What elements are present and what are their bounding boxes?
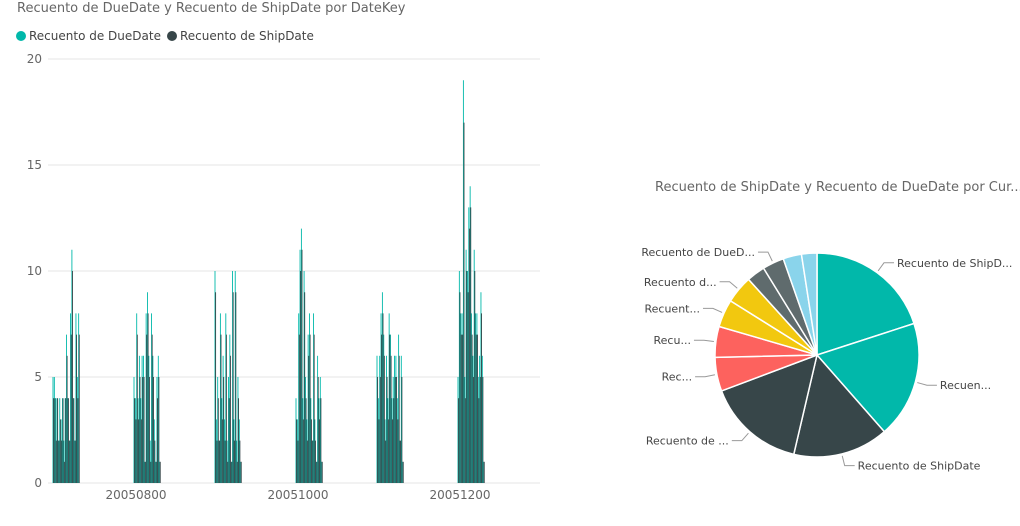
legend-label-due: Recuento de DueDate <box>29 29 161 43</box>
pie-slice-label: Recuento de DueD... <box>641 246 755 259</box>
pie-leader-line <box>693 339 714 342</box>
pie-leader-line <box>695 374 715 378</box>
bar-chart-title: Recuento de DueDate y Recuento de ShipDa… <box>17 1 406 16</box>
y-tick-label: 10 <box>27 264 42 278</box>
pie-leader-line <box>731 432 749 442</box>
pie-slice[interactable] <box>816 252 915 357</box>
pie-leader-line <box>719 281 738 289</box>
x-tick-label: 20050800 <box>105 488 166 502</box>
y-tick-label: 5 <box>34 370 42 384</box>
pie-marks <box>714 252 920 458</box>
y-tick-label: 0 <box>34 476 42 490</box>
pie-slice[interactable] <box>792 353 886 458</box>
pie-leader-line <box>757 251 773 262</box>
pie-leader-line <box>917 382 937 386</box>
pie-slice-label: Recuento de ShipD... <box>897 257 1012 270</box>
pie-leader-line <box>841 455 855 467</box>
pie-slice-label: Recuent... <box>644 302 699 315</box>
bar-chart-legend: Recuento de DueDate Recuento de ShipDate <box>16 29 314 43</box>
legend-dot-due <box>16 31 26 41</box>
legend-label-ship: Recuento de ShipDate <box>179 29 314 43</box>
pie-slice-label: Rec... <box>662 371 692 384</box>
pie-slice[interactable] <box>720 353 819 456</box>
pie-slice-label: Recuento d... <box>644 276 717 289</box>
bar-marks <box>52 80 485 483</box>
legend-item-ship[interactable]: Recuento de ShipDate <box>166 29 314 43</box>
pie-slice-label: Recuento de ShipDate <box>858 460 981 473</box>
y-tick-label: 20 <box>27 52 42 66</box>
pie-leader-line <box>702 307 723 313</box>
pie-slice-label: Recuento de ... <box>646 435 729 448</box>
pie-labels: Recuento de ShipD... Recuen... Recuento de… <box>641 246 1012 473</box>
bar-ticks: 0 5 10 15 20 20050800 20051000 20051200 <box>27 52 491 502</box>
x-tick-label: 20051000 <box>267 488 328 502</box>
x-tick-label: 20051200 <box>429 488 490 502</box>
pie-slice-label: Recu... <box>654 334 691 347</box>
legend-item-due[interactable]: Recuento de DueDate <box>16 29 161 43</box>
y-tick-label: 15 <box>27 158 42 172</box>
pie-leader-line <box>877 262 895 272</box>
pie-chart-title: Recuento de ShipDate y Recuento de DueDa… <box>655 180 1020 195</box>
legend-dot-ship <box>166 31 177 41</box>
pie-slice[interactable] <box>800 252 818 356</box>
pie-slice[interactable] <box>815 322 920 433</box>
pie-slice-label: Recuen... <box>940 379 991 392</box>
